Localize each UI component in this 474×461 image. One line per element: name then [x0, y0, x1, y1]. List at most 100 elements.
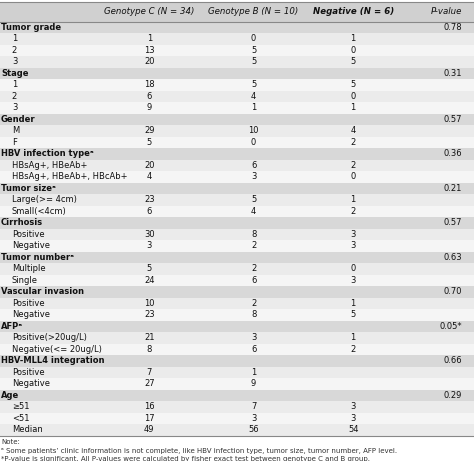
Text: 3: 3 [251, 172, 256, 182]
Text: 5: 5 [251, 58, 256, 66]
Text: 20: 20 [144, 161, 155, 170]
Text: 20: 20 [144, 58, 155, 66]
Text: 0.31: 0.31 [444, 69, 462, 78]
Text: Tumor grade: Tumor grade [1, 23, 61, 32]
Text: 0.57: 0.57 [444, 219, 462, 227]
Bar [0, 91, 474, 102]
Text: 56: 56 [248, 426, 259, 434]
Text: 3: 3 [350, 402, 356, 411]
Text: 0.66: 0.66 [444, 356, 462, 366]
Text: 8: 8 [251, 310, 256, 319]
Text: 5: 5 [350, 58, 356, 66]
Text: 9: 9 [146, 103, 152, 112]
Bar [0, 366, 474, 378]
Bar [0, 79, 474, 91]
Bar [0, 136, 474, 148]
Bar [0, 114, 474, 125]
Bar [0, 68, 474, 79]
Text: ≥51: ≥51 [12, 402, 29, 411]
Text: HBsAg+, HBeAb+: HBsAg+, HBeAb+ [12, 161, 87, 170]
Text: 3: 3 [251, 414, 256, 423]
Bar [0, 2, 474, 22]
Text: 2: 2 [350, 161, 356, 170]
Bar [0, 424, 474, 436]
Bar [0, 321, 474, 332]
Text: 3: 3 [12, 103, 17, 112]
Text: 2: 2 [251, 242, 256, 250]
Text: Single: Single [12, 276, 38, 285]
Text: 2: 2 [350, 138, 356, 147]
Text: 2: 2 [251, 299, 256, 308]
Text: Negative: Negative [12, 310, 50, 319]
Bar [0, 183, 474, 194]
Text: 5: 5 [251, 46, 256, 55]
Text: 4: 4 [350, 126, 356, 136]
Text: 6: 6 [251, 276, 256, 285]
Text: 5: 5 [146, 265, 152, 273]
Text: 6: 6 [146, 207, 152, 216]
Text: 24: 24 [144, 276, 155, 285]
Text: Positive: Positive [12, 368, 45, 377]
Text: 3: 3 [146, 242, 152, 250]
Text: 18: 18 [144, 80, 155, 89]
Text: M: M [12, 126, 19, 136]
Text: Negative(<= 20ug/L): Negative(<= 20ug/L) [12, 345, 102, 354]
Bar [0, 194, 474, 206]
Text: Note:: Note: [1, 439, 20, 445]
Bar [0, 413, 474, 424]
Text: Multiple: Multiple [12, 265, 46, 273]
Bar [0, 309, 474, 321]
Text: 7: 7 [251, 402, 256, 411]
Text: Stage: Stage [1, 69, 28, 78]
Text: 9: 9 [251, 379, 256, 389]
Bar [0, 240, 474, 252]
Text: 5: 5 [251, 80, 256, 89]
Text: 1: 1 [146, 35, 152, 43]
Text: Positive(>20ug/L): Positive(>20ug/L) [12, 333, 87, 343]
Bar [0, 275, 474, 286]
Text: Vascular invasion: Vascular invasion [1, 287, 84, 296]
Text: Gender: Gender [1, 115, 36, 124]
Bar [0, 148, 474, 160]
Bar [0, 229, 474, 240]
Text: Positive: Positive [12, 230, 45, 239]
Text: 49: 49 [144, 426, 155, 434]
Text: 3: 3 [350, 276, 356, 285]
Text: 10: 10 [144, 299, 155, 308]
Text: 1: 1 [350, 35, 356, 43]
Text: 6: 6 [146, 92, 152, 101]
Text: 0: 0 [350, 265, 356, 273]
Bar [0, 332, 474, 343]
Text: HBsAg+, HBeAb+, HBcAb+: HBsAg+, HBeAb+, HBcAb+ [12, 172, 128, 182]
Bar [0, 343, 474, 355]
Text: 27: 27 [144, 379, 155, 389]
Bar [0, 263, 474, 275]
Bar [0, 33, 474, 45]
Bar [0, 171, 474, 183]
Text: Positive: Positive [12, 299, 45, 308]
Bar [0, 286, 474, 298]
Text: 0.57: 0.57 [444, 115, 462, 124]
Text: 2: 2 [350, 345, 356, 354]
Text: AFPᵃ: AFPᵃ [1, 322, 23, 331]
Text: Genotype B (N = 10): Genotype B (N = 10) [209, 7, 299, 17]
Bar [0, 378, 474, 390]
Text: 4: 4 [251, 207, 256, 216]
Text: 0: 0 [350, 46, 356, 55]
Bar [0, 355, 474, 366]
Text: 2: 2 [12, 92, 17, 101]
Text: 0: 0 [350, 92, 356, 101]
Bar [0, 252, 474, 263]
Text: Small(<4cm): Small(<4cm) [12, 207, 67, 216]
Bar [0, 298, 474, 309]
Text: 1: 1 [12, 35, 17, 43]
Text: F: F [12, 138, 17, 147]
Bar [0, 401, 474, 413]
Text: Tumor numberᵃ: Tumor numberᵃ [1, 253, 74, 262]
Text: P-value: P-value [431, 7, 462, 17]
Bar [0, 217, 474, 229]
Text: 17: 17 [144, 414, 155, 423]
Text: HBV-MLL4 integration: HBV-MLL4 integration [1, 356, 104, 366]
Text: 1: 1 [350, 103, 356, 112]
Text: 0.29: 0.29 [444, 391, 462, 400]
